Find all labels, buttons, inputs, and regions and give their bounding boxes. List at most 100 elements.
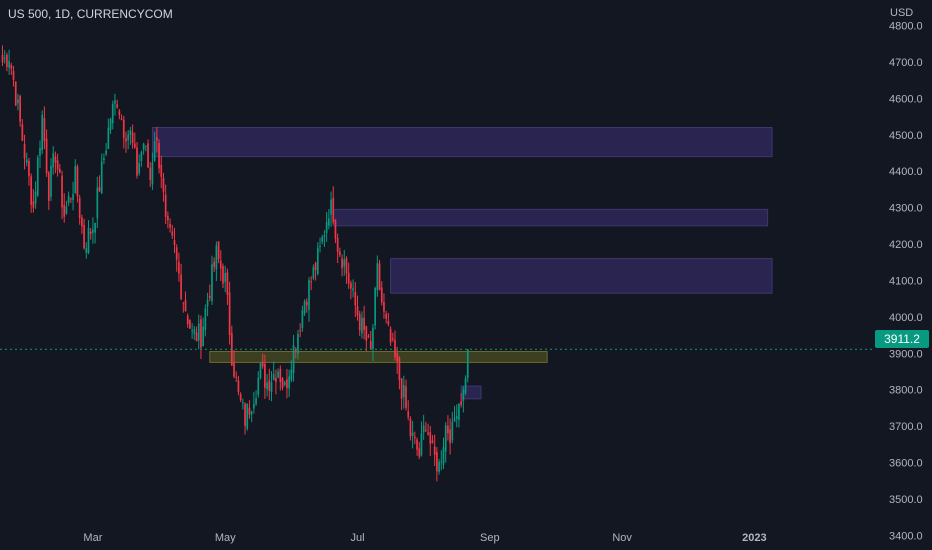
x-tick-label: Jul <box>350 532 364 544</box>
candle <box>233 350 235 379</box>
candle-body <box>23 144 26 159</box>
candle <box>224 265 227 293</box>
candle <box>275 369 277 395</box>
candle-body <box>164 194 167 217</box>
candle-body <box>118 110 121 116</box>
candle-body <box>312 267 315 279</box>
candle-body <box>305 301 308 306</box>
candle-body <box>202 326 205 347</box>
candle <box>400 377 403 411</box>
candle-body <box>6 54 8 67</box>
candle-body <box>21 124 24 141</box>
candle <box>305 298 308 313</box>
candle-body <box>433 446 436 455</box>
candle-body <box>204 308 207 330</box>
candle <box>136 142 138 179</box>
candle-body <box>107 127 110 149</box>
zone-supply-2[interactable] <box>390 258 773 294</box>
candle-body <box>3 57 6 59</box>
candle <box>122 115 125 149</box>
candle-body <box>369 340 372 349</box>
candle <box>374 286 376 330</box>
candle-body <box>411 432 414 437</box>
x-tick-label: Nov <box>612 532 632 544</box>
candle <box>14 81 17 107</box>
candle <box>127 130 130 150</box>
candle-body <box>34 191 37 204</box>
candle <box>385 310 388 324</box>
candle-body <box>255 398 257 405</box>
candle-body <box>363 317 365 331</box>
candle-body <box>70 198 72 200</box>
candle <box>248 400 251 419</box>
candle <box>466 349 469 383</box>
candle <box>200 315 202 359</box>
y-axis: 3400.0 3500.0 3600.0 3700.0 3800.0 3900.0 4000… <box>889 20 923 542</box>
candle-body <box>336 237 339 253</box>
candle-body <box>167 215 169 221</box>
candle <box>226 268 229 305</box>
candle <box>427 423 429 436</box>
candle-body <box>10 64 13 69</box>
candle-body <box>416 439 418 450</box>
candle <box>241 398 244 410</box>
candle-body <box>67 195 70 203</box>
candle-body <box>81 217 83 227</box>
zone-supply-0[interactable] <box>151 126 773 158</box>
candle <box>133 132 136 149</box>
candle <box>175 244 178 272</box>
candle-body <box>160 164 163 178</box>
candle <box>36 155 39 198</box>
chart-title: US 500, 1D, CURRENCYCOM <box>8 7 173 21</box>
candle <box>3 50 6 64</box>
zone-support-3[interactable] <box>209 350 548 363</box>
candle <box>228 281 231 345</box>
candle <box>405 379 407 411</box>
candle <box>312 264 315 281</box>
x-tick-label: May <box>215 532 236 544</box>
candle-body <box>303 300 306 314</box>
candle-body <box>402 384 405 398</box>
candle <box>160 155 163 189</box>
candle <box>347 262 350 289</box>
candle <box>325 211 328 242</box>
candle-body <box>314 262 317 271</box>
candle-body <box>389 328 392 343</box>
candle-body <box>294 349 297 351</box>
zone-supply-1[interactable] <box>332 208 769 227</box>
candle-body <box>36 157 39 196</box>
candle-body <box>253 404 255 409</box>
candle <box>103 153 105 165</box>
candle-body <box>308 279 310 310</box>
candle <box>100 153 103 195</box>
candle-body <box>299 330 302 332</box>
y-tick-label: 4400.0 <box>889 166 923 178</box>
candle-body <box>270 382 273 392</box>
candle <box>56 153 59 177</box>
candle <box>107 118 110 150</box>
candle-body <box>334 219 337 239</box>
candle <box>193 325 196 340</box>
candle <box>162 172 165 202</box>
candle-body <box>147 143 149 168</box>
candle <box>72 181 74 211</box>
candle-body <box>61 175 63 208</box>
candle-body <box>39 148 41 156</box>
candle-body <box>45 138 48 174</box>
candle <box>211 255 213 305</box>
candle <box>41 110 44 155</box>
candle <box>158 139 160 174</box>
candle <box>25 152 28 167</box>
candle-body <box>178 261 180 274</box>
candle <box>352 279 354 298</box>
candle <box>292 334 295 382</box>
candle <box>6 52 8 72</box>
y-tick-label: 4500.0 <box>889 130 923 142</box>
candle-body <box>323 235 326 237</box>
candle <box>425 421 427 433</box>
candle <box>85 242 88 259</box>
y-tick-label: 3700.0 <box>889 421 923 433</box>
candle-body <box>94 222 96 233</box>
candle-body <box>292 345 295 374</box>
